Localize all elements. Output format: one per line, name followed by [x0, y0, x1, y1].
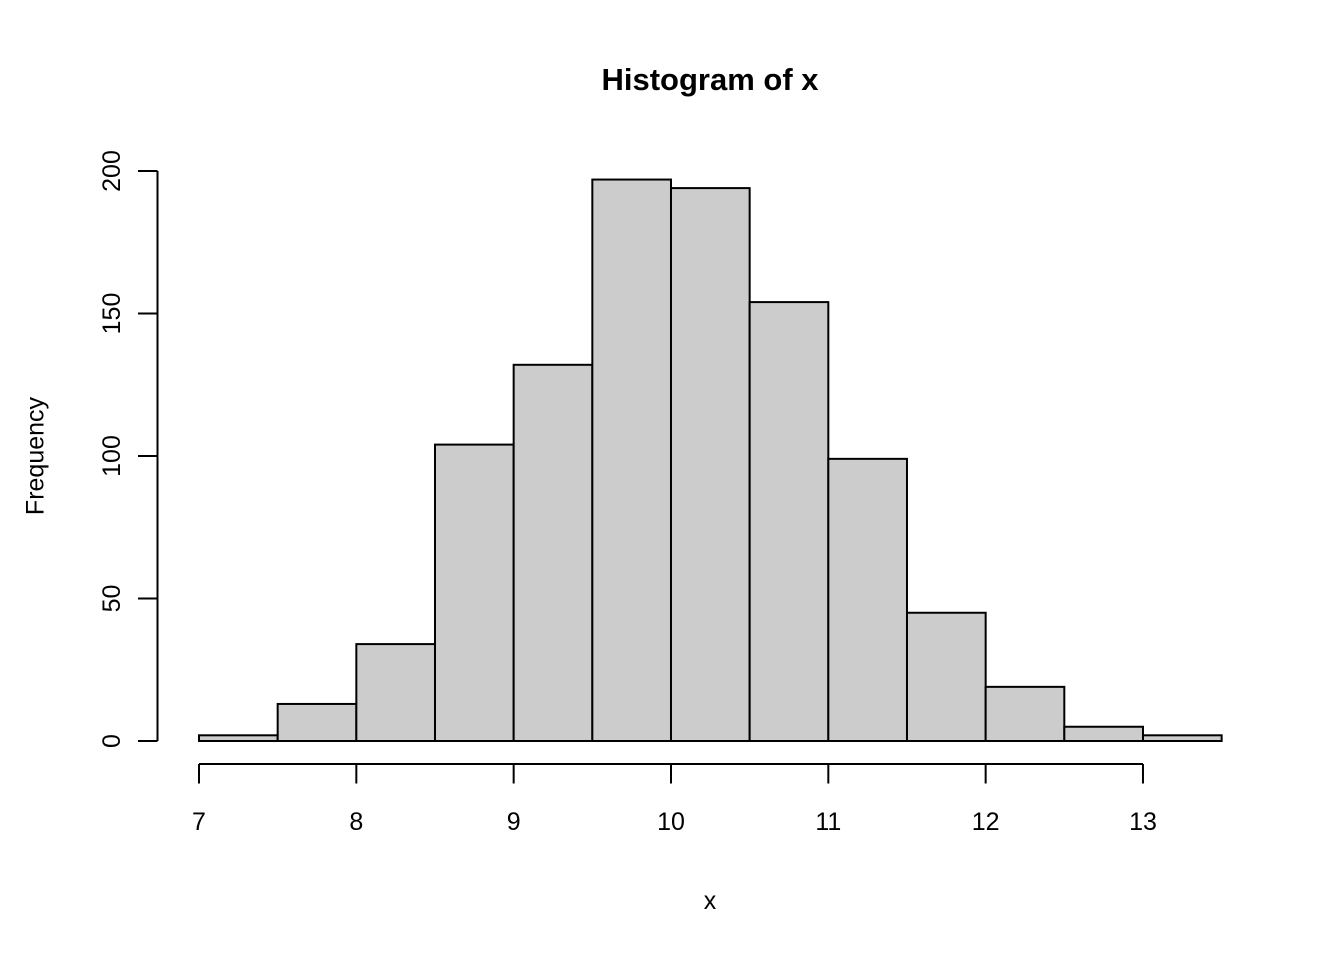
x-axis-label: x: [703, 887, 717, 915]
histogram-bar: [1141, 734, 1223, 742]
y-tick-label: 100: [98, 435, 126, 477]
y-tick-label: 50: [98, 585, 126, 613]
chart-title: Histogram of x: [601, 62, 819, 97]
bars-layer: [198, 178, 1223, 743]
histogram-bar: [512, 363, 594, 742]
histogram-bar: [905, 611, 987, 742]
x-tick-label: 9: [507, 808, 521, 836]
x-tick-label: 8: [349, 808, 363, 836]
histogram-bar: [1063, 725, 1144, 742]
x-tick-label: 11: [815, 808, 841, 836]
x-tick-label: 7: [192, 808, 206, 836]
histogram-bar: [827, 457, 908, 742]
histogram-bar: [198, 734, 279, 742]
histogram-bar: [669, 187, 751, 743]
x-tick-label: 12: [972, 808, 1000, 836]
y-tick-label: 200: [98, 150, 126, 192]
histogram-bar: [434, 443, 515, 742]
histogram-bar: [984, 685, 1066, 742]
y-tick-label: 150: [98, 293, 126, 335]
x-tick-label: 10: [657, 808, 685, 836]
histogram-bar: [748, 301, 830, 742]
histogram-bar: [276, 702, 358, 743]
histogram-bar: [591, 178, 672, 743]
histogram-bar: [355, 643, 436, 742]
x-tick-label: 13: [1129, 808, 1157, 836]
axes-layer: 0 50 100 150 200 7 8 9 10 11 12 13: [98, 150, 1157, 836]
y-tick-label: 0: [98, 734, 126, 748]
